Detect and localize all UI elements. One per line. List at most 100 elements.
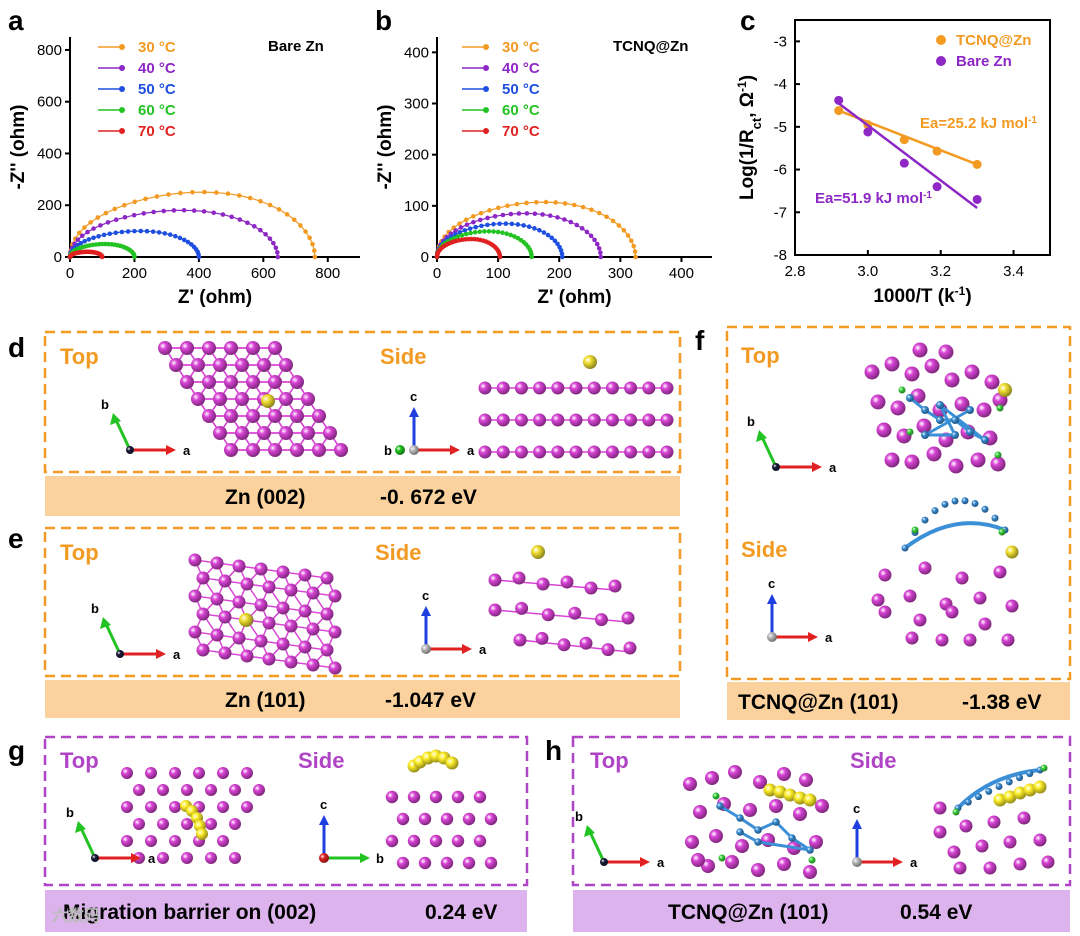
panel-g-barrier-label: Migration barrier on (002) xyxy=(63,901,316,924)
zn-atom xyxy=(488,603,502,617)
zn-atom xyxy=(533,413,547,427)
zn-atom xyxy=(301,392,315,406)
panel-g-barrier-value: 0.24 eV xyxy=(425,901,497,924)
zn-atom xyxy=(993,565,1007,579)
zn-atom xyxy=(191,358,205,372)
zn-atom xyxy=(1001,633,1015,647)
data-point xyxy=(972,159,982,169)
tcnq-atom xyxy=(736,814,744,822)
panel-label-c: c xyxy=(740,5,756,36)
tcnq-atom xyxy=(991,514,999,522)
zn-atom xyxy=(235,392,249,406)
zn-atom xyxy=(279,358,293,372)
zn-atom xyxy=(181,818,193,830)
zn-atom xyxy=(181,852,193,864)
zn-atom xyxy=(512,571,526,585)
zn-atom xyxy=(407,790,421,804)
zn-atom xyxy=(608,579,622,593)
activation-energy-annotation: Ea=51.9 kJ mol-1 xyxy=(815,190,932,208)
zn-atom xyxy=(298,604,312,618)
zn-atom xyxy=(683,777,697,791)
zn-atom xyxy=(279,426,293,440)
tcnq-zn101-top-structure xyxy=(864,342,1012,474)
c-axis-arrowhead xyxy=(409,407,419,417)
terminal-atom xyxy=(712,792,720,800)
zn-atom xyxy=(975,839,989,853)
zn-atom xyxy=(213,358,227,372)
x-tick-label: 200 xyxy=(547,265,572,282)
zn-atom xyxy=(515,601,529,615)
zn-atom xyxy=(642,445,656,459)
zn-atom xyxy=(514,413,528,427)
zn-atom xyxy=(210,628,224,642)
zn-atom xyxy=(955,571,969,585)
zn-atom xyxy=(268,409,282,423)
activation-energy-annotation: Ea=25.2 kJ mol-1 xyxy=(920,115,1037,133)
zn-atom xyxy=(229,852,241,864)
zn-atom xyxy=(298,640,312,654)
legend-entry: 60 °C xyxy=(502,102,540,119)
zn-atom xyxy=(188,553,202,567)
zn-atom xyxy=(229,784,241,796)
legend-marker xyxy=(936,56,946,66)
a-axis-arrowhead xyxy=(640,857,650,867)
tcnq-atom xyxy=(921,516,929,524)
b-axis-label: b xyxy=(376,851,384,866)
x-tick-label: 0 xyxy=(433,265,441,282)
zn-atom xyxy=(145,767,157,779)
zn-atom xyxy=(429,834,443,848)
zn-atom xyxy=(933,801,947,815)
panel-h-frame xyxy=(571,735,1072,887)
zn-atom xyxy=(262,616,276,630)
migration-path-atom xyxy=(196,828,208,840)
y-axis-label-part: , Ω xyxy=(737,92,758,118)
tcnq-atom xyxy=(951,431,959,439)
panel-e-energy-value: -1.047 eV xyxy=(385,689,476,712)
b-axis-end xyxy=(395,445,405,455)
a-axis-label: a xyxy=(183,443,191,458)
panel-d-side-axes-icon: a c b xyxy=(384,389,475,458)
x-tick-label: 300 xyxy=(608,265,633,282)
zn-atom xyxy=(232,595,246,609)
zn-atom xyxy=(462,812,476,826)
zn-atom xyxy=(276,637,290,651)
tcnq-atom xyxy=(971,499,979,507)
zn-atom xyxy=(978,617,992,631)
zn-atom xyxy=(903,589,917,603)
zn-atom xyxy=(121,767,133,779)
b-axis-arrow xyxy=(79,827,97,859)
y-tick-label: 200 xyxy=(404,147,429,164)
zn-atom xyxy=(440,812,454,826)
series-30C xyxy=(67,189,318,260)
zn-atom xyxy=(623,641,637,655)
y-axis-label-part: Log(1/R xyxy=(737,129,758,200)
zn-atom xyxy=(551,445,565,459)
zn-atom xyxy=(624,381,638,395)
data-point xyxy=(633,254,638,260)
x-tick-label: 200 xyxy=(122,265,147,282)
panel-h-top-label: Top xyxy=(590,748,629,773)
zn-atom xyxy=(145,835,157,847)
zn-atom xyxy=(1033,833,1047,847)
zn-atom xyxy=(569,381,583,395)
tcnq-chain xyxy=(903,521,1006,550)
zn002-top-structure xyxy=(158,341,348,457)
zn002-side-structure xyxy=(478,355,674,459)
x-tick-label: 3.0 xyxy=(857,263,878,280)
zn-atom xyxy=(262,580,276,594)
y-axis-label: -Z'' (ohm) xyxy=(375,104,396,189)
bond xyxy=(494,609,629,623)
x-tick-label: 400 xyxy=(186,265,211,282)
zn-atom xyxy=(478,413,492,427)
y-tick-label: 400 xyxy=(404,44,429,61)
zn-atom xyxy=(799,773,813,787)
tcnq-atom xyxy=(806,846,814,854)
chart-c-arrhenius: 2.8 3.0 3.2 3.4 -8 -7 -6 -5 -4 -3 1000/T (k-1) Log(… xyxy=(735,19,1051,307)
zn-atom xyxy=(579,636,593,650)
series-BareZn xyxy=(834,95,982,209)
zn-atom xyxy=(235,426,249,440)
zn-atom xyxy=(224,341,238,355)
panel-e-energy-bar xyxy=(45,680,680,718)
migration-002-top-structure xyxy=(121,767,265,864)
zn-atom xyxy=(496,413,510,427)
